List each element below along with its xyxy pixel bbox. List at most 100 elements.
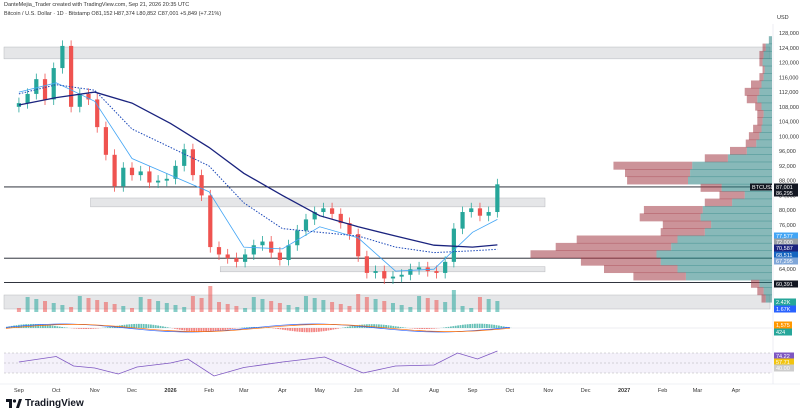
macd-histogram-bar <box>219 328 222 331</box>
volume-bar <box>434 300 439 312</box>
macd-histogram-bar <box>25 324 27 328</box>
macd-histogram-bar <box>243 327 246 328</box>
volume-profile-down-bar <box>757 117 763 126</box>
volume-profile-up-bar <box>761 80 772 89</box>
volume-profile-down-bar <box>751 279 760 288</box>
macd-histogram-bar <box>469 324 471 328</box>
macd-histogram-bar <box>332 328 335 330</box>
macd-histogram-bar <box>109 326 111 328</box>
macd-histogram-bar <box>152 324 155 328</box>
price-tick-label: 124,000 <box>779 46 799 52</box>
sma-dark-line <box>18 91 498 248</box>
candle-body <box>103 127 109 155</box>
macd-histogram-bar <box>222 328 224 331</box>
macd-histogram-bar <box>140 323 143 328</box>
volume-profile-up-bar <box>702 205 772 214</box>
rsi-tag-box <box>774 352 794 360</box>
macd-histogram-bar <box>234 328 236 329</box>
volume-bar <box>321 300 326 312</box>
time-tick-label: Dec <box>581 388 591 394</box>
volume-bar <box>112 304 117 312</box>
volume-bar <box>286 305 291 312</box>
candle-body <box>269 241 274 253</box>
symbol-ohlc-line: Bitcoin / U.S. Dollar · 1D · Bitstamp O8… <box>4 11 222 17</box>
price-tag-symbol: BTCUSD <box>752 185 775 191</box>
macd-histogram-bar <box>483 323 486 328</box>
price-tag-value: 70,587 <box>776 246 793 252</box>
macd-histogram-bar <box>462 324 464 328</box>
volume-profile-down-bar <box>748 132 760 141</box>
chart-credit-line: DanteMejia_Trader created with TradingVi… <box>4 2 190 8</box>
macd-histogram-bar <box>375 324 378 328</box>
macd-histogram-bar <box>493 324 495 328</box>
volume-bar <box>208 286 213 312</box>
macd-histogram-bar <box>481 323 483 328</box>
macd-histogram-bar <box>320 328 323 332</box>
macd-histogram-bar <box>301 328 303 333</box>
macd-histogram-bar <box>157 325 159 328</box>
volume-bar <box>417 296 422 312</box>
macd-histogram-bar <box>231 328 234 329</box>
price-tag-box <box>774 257 798 265</box>
volume-profile-down-bar <box>704 198 733 207</box>
candle-body <box>95 99 100 128</box>
volume-tag-value: 1.67K <box>776 307 791 313</box>
macd-tag-box <box>774 328 792 336</box>
macd-histogram-bar <box>310 328 313 333</box>
candle-body <box>69 45 74 107</box>
candle-body <box>356 234 361 257</box>
volume-profile-down-bar <box>660 228 705 237</box>
macd-histogram-bar <box>56 326 59 328</box>
macd-histogram-bar <box>106 327 109 328</box>
macd-histogram-bar <box>37 324 39 328</box>
volume-profile-up-bar <box>756 139 772 148</box>
macd-histogram-bar <box>394 326 397 328</box>
candle-body <box>416 267 422 270</box>
volume-bar <box>69 307 74 312</box>
macd-histogram-bar <box>154 325 157 328</box>
volume-bar <box>460 306 465 312</box>
candle-body <box>277 252 282 261</box>
macd-histogram-bar <box>378 324 380 328</box>
macd-histogram-bar <box>39 324 42 328</box>
volume-profile-down-bar <box>762 65 765 74</box>
candle-body <box>286 245 291 261</box>
volume-profile-down-bar <box>755 102 762 111</box>
volume-profile-up-bar <box>744 191 772 200</box>
candle-body <box>25 93 30 104</box>
volume-bar <box>138 297 143 312</box>
price-tag-value: 60,391 <box>776 282 793 288</box>
macd-histogram-bar <box>150 324 152 328</box>
candle-body <box>147 171 152 183</box>
volume-profile-down-bar <box>761 294 766 303</box>
macd-histogram-bar <box>190 328 193 332</box>
macd-histogram-bar <box>183 328 186 331</box>
macd-histogram-bar <box>282 328 284 330</box>
tradingview-logo[interactable]: TradingView <box>6 398 84 409</box>
volume-profile-up-bar <box>746 146 772 155</box>
macd-histogram-bar <box>142 323 145 328</box>
price-tick-label: 76,000 <box>779 223 796 229</box>
rsi-line <box>18 350 498 377</box>
macd-histogram-bar <box>162 326 164 328</box>
macd-histogram-bar <box>202 328 205 332</box>
macd-histogram-bar <box>123 324 126 328</box>
macd-histogram-bar <box>159 325 162 328</box>
supply-demand-zone <box>3 46 771 60</box>
macd-histogram-bar <box>186 328 188 331</box>
macd-histogram-bar <box>135 323 138 328</box>
macd-histogram-bar <box>368 324 371 328</box>
price-tick-label: 108,000 <box>779 105 799 111</box>
volume-profile-down-bar <box>604 265 678 274</box>
volume-profile-up-bar <box>711 220 772 229</box>
volume-bar <box>51 303 56 312</box>
macd-histogram-bar <box>373 324 375 328</box>
volume-profile-down-bar <box>753 124 762 133</box>
macd-histogram-bar <box>421 328 423 329</box>
macd-histogram-bar <box>397 326 399 328</box>
macd-histogram-bar <box>250 327 253 328</box>
volume-bar <box>199 298 204 312</box>
volume-profile-up-bar <box>763 287 772 296</box>
volume-profile-up-bar <box>685 272 772 281</box>
